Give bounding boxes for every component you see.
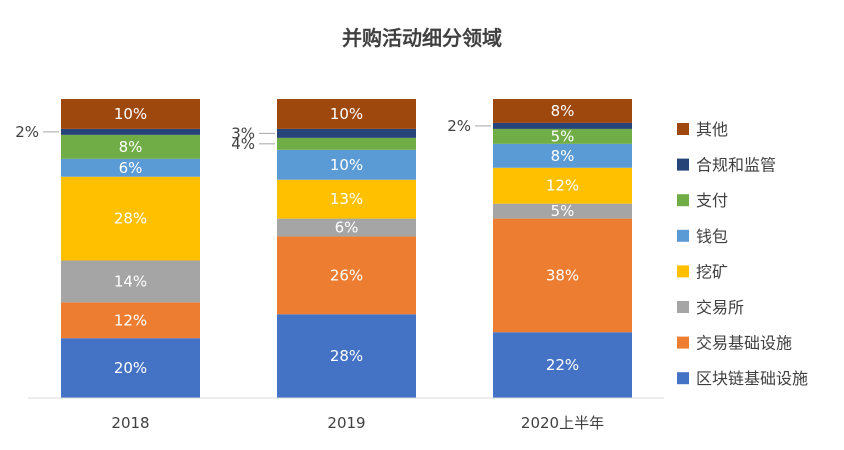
legend-swatch-8 (677, 372, 689, 385)
data-label-1-3: 22% (546, 356, 579, 374)
category-labels: 2018 2019 2020上半年 (111, 414, 604, 432)
data-label-8-1: 10% (114, 105, 147, 123)
bar-segment-7-1 (61, 128, 200, 135)
bar-segment-6-1 (61, 134, 200, 159)
data-label-2-2: 26% (330, 266, 363, 284)
bar-segment-3-1 (61, 260, 200, 303)
data-label-2-3: 38% (546, 266, 579, 284)
data-label-8-3: 8% (551, 102, 575, 120)
data-label-2-1: 12% (114, 311, 147, 329)
data-label-7-3: 2% (447, 117, 471, 135)
data-label-4-3: 12% (546, 177, 579, 195)
bar-segment-8-3 (493, 99, 632, 123)
data-label-3-2: 6% (335, 219, 359, 237)
bar-segment-1-3 (493, 332, 632, 398)
data-label-8-2: 10% (330, 105, 363, 123)
bar-segment-3-3 (493, 203, 632, 219)
data-label-6-2: 4% (231, 135, 255, 153)
legend-label-1: 其他 (696, 120, 728, 139)
legend-swatch-3 (677, 194, 689, 207)
data-label-7-1: 2% (15, 123, 39, 141)
bars-group: 20% 12% 14% 28% 6% 8% 2% 10% 28% 26% 6% 13% 10% 4%3% 1… (15, 99, 632, 398)
legend-swatch-4 (677, 229, 689, 242)
legend-label-2: 合规和监管 (696, 156, 776, 175)
legend-swatch-6 (677, 301, 689, 313)
bar-segment-2-2 (277, 236, 416, 315)
legend-swatch-2 (677, 158, 689, 171)
data-label-1-2: 28% (330, 347, 363, 365)
bar-segment-5-1 (61, 158, 200, 177)
bar-segment-7-2 (277, 128, 416, 138)
legend-swatch-7 (677, 336, 689, 349)
bar-segment-2-3 (493, 218, 632, 333)
data-label-5-3: 8% (551, 147, 575, 165)
bar-segment-2-1 (61, 302, 200, 339)
bar-segment-8-2 (277, 99, 416, 129)
legend-label-4: 钱包 (696, 227, 728, 246)
bar-segment-4-1 (61, 176, 200, 261)
category-label-3: 2020上半年 (521, 414, 604, 432)
legend-label-5: 挖矿 (696, 262, 728, 281)
data-label-6-1: 8% (119, 138, 143, 156)
bar-segment-1-2 (277, 314, 416, 398)
bar-segment-5-3 (493, 143, 632, 168)
legend-label-3: 支付 (696, 191, 728, 210)
chart-title: 并购活动细分领域 (342, 26, 502, 50)
legend-label-6: 交易所 (696, 298, 744, 317)
data-label-5-1: 6% (119, 159, 143, 177)
bar-segment-3-2 (277, 218, 416, 237)
data-label-3-3: 5% (551, 202, 575, 220)
bar-segment-6-3 (493, 128, 632, 144)
data-label-3-1: 14% (114, 272, 147, 290)
bar-segment-7-3 (493, 122, 632, 129)
bar-segment-5-2 (277, 149, 416, 180)
data-label-7-2: 3% (231, 124, 255, 142)
bar-segment-1-1 (61, 338, 200, 398)
data-label-5-2: 10% (330, 156, 363, 174)
bar-segment-4-3 (493, 167, 632, 204)
data-label-4-2: 13% (330, 190, 363, 208)
bar-segment-4-2 (277, 179, 416, 219)
data-label-1-1: 20% (114, 359, 147, 377)
bar-segment-6-2 (277, 137, 416, 150)
legend-swatch-5 (677, 265, 689, 278)
category-label-2: 2019 (327, 414, 365, 432)
category-label-1: 2018 (111, 414, 149, 432)
legend-swatch-1 (677, 123, 689, 135)
bar-segment-8-1 (61, 99, 200, 129)
legend-label-8: 区块链基础设施 (696, 369, 808, 388)
data-label-6-3: 5% (551, 127, 575, 145)
data-label-4-1: 28% (114, 210, 147, 228)
legend-label-7: 交易基础设施 (696, 334, 792, 353)
